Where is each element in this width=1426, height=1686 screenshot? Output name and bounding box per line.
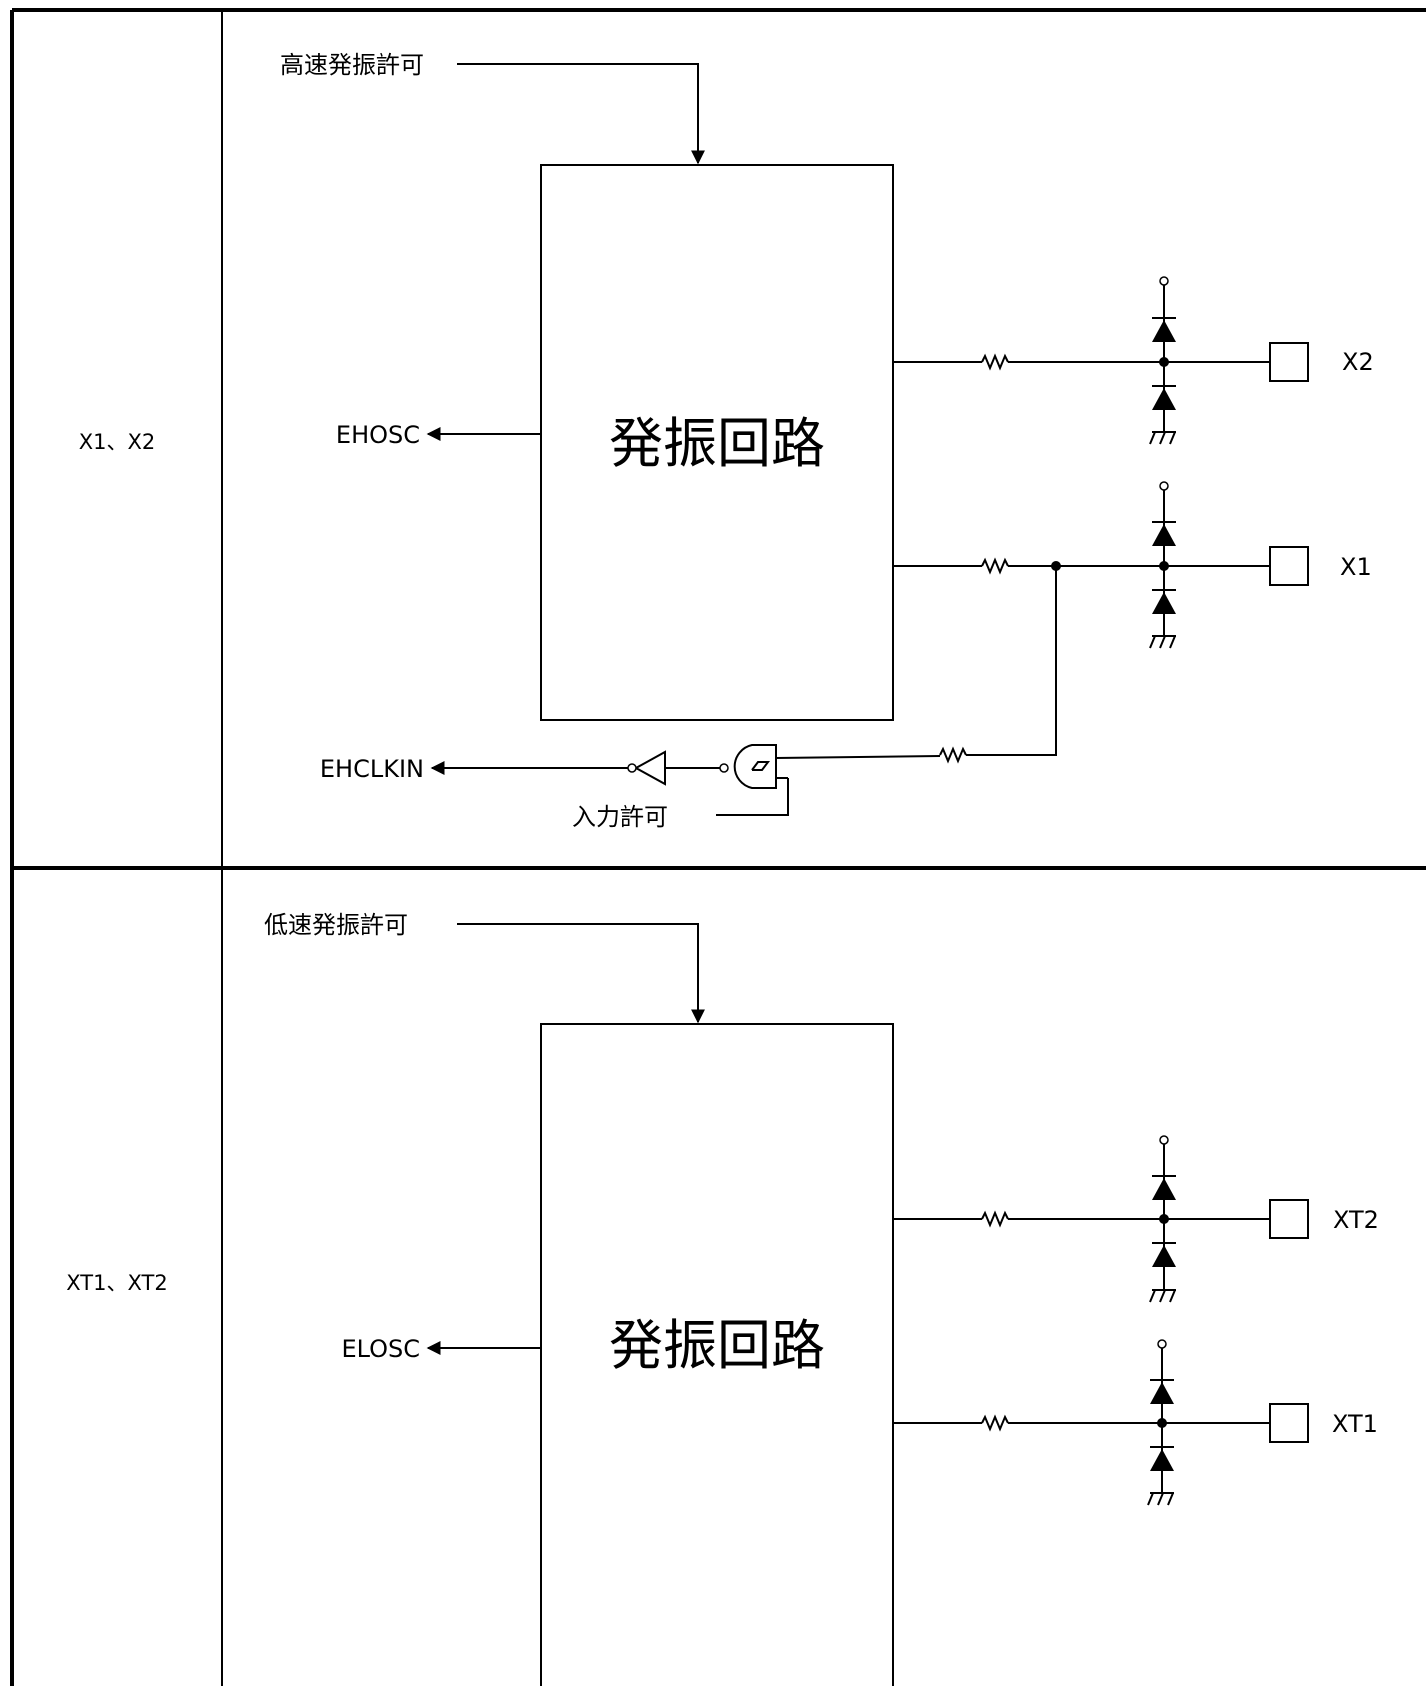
ehclkin-label: EHCLKIN [320,755,424,783]
xt1-pin-circuit [893,1339,1309,1506]
input-enable-label: 入力許可 [572,803,668,831]
low-speed-enable-label: 低速発振許可 [264,911,408,939]
high-speed-enable-label: 高速発振許可 [280,51,424,79]
oscillator-block-2 [540,1023,894,1686]
oscillator-block-1 [540,164,894,721]
pin-label-xt2: XT2 [1333,1206,1379,1234]
xt2-pin-circuit [893,1135,1309,1303]
elosc-label: ELOSC [341,1335,420,1363]
row-high-speed: 高速発振許可 発振回路 EHOSC X2 [280,51,1374,831]
ehosc-label: EHOSC [336,421,420,449]
x1-pin-circuit [893,481,1309,649]
table-frame [10,8,1426,1686]
oscillator-block-label-2: 発振回路 [609,1314,825,1377]
x2-pin-circuit [893,276,1309,445]
ehclkin-input-path [430,566,1057,816]
pin-label-x1: X1 [1340,553,1372,581]
row-label-x1-x2: X1、X2 [79,430,156,454]
row-low-speed: 低速発振許可 発振回路 ELOSC XT2 [264,911,1379,1686]
row-label-xt1-xt2: XT1、XT2 [66,1271,167,1295]
oscillator-block-label-1: 発振回路 [609,412,825,475]
pin-label-xt1: XT1 [1332,1410,1378,1438]
pin-label-x2: X2 [1342,348,1374,376]
